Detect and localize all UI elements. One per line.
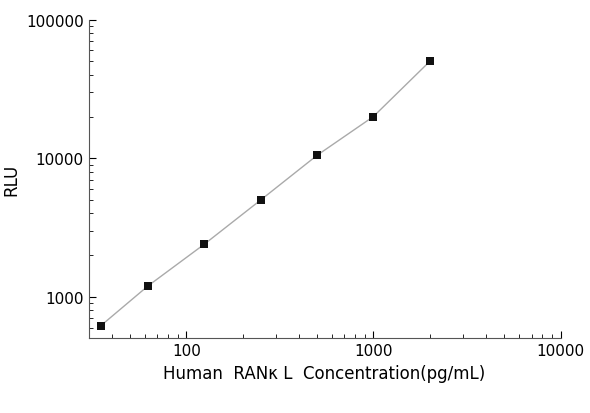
Point [143, 283, 153, 290]
Point [256, 197, 266, 204]
Point [425, 59, 434, 66]
Point [312, 153, 322, 159]
Point [200, 241, 209, 248]
X-axis label: Human  RANκ L  Concentration(pg/mL): Human RANκ L Concentration(pg/mL) [163, 364, 486, 382]
Point [369, 114, 378, 121]
Y-axis label: RLU: RLU [2, 164, 20, 196]
Point [96, 323, 106, 329]
